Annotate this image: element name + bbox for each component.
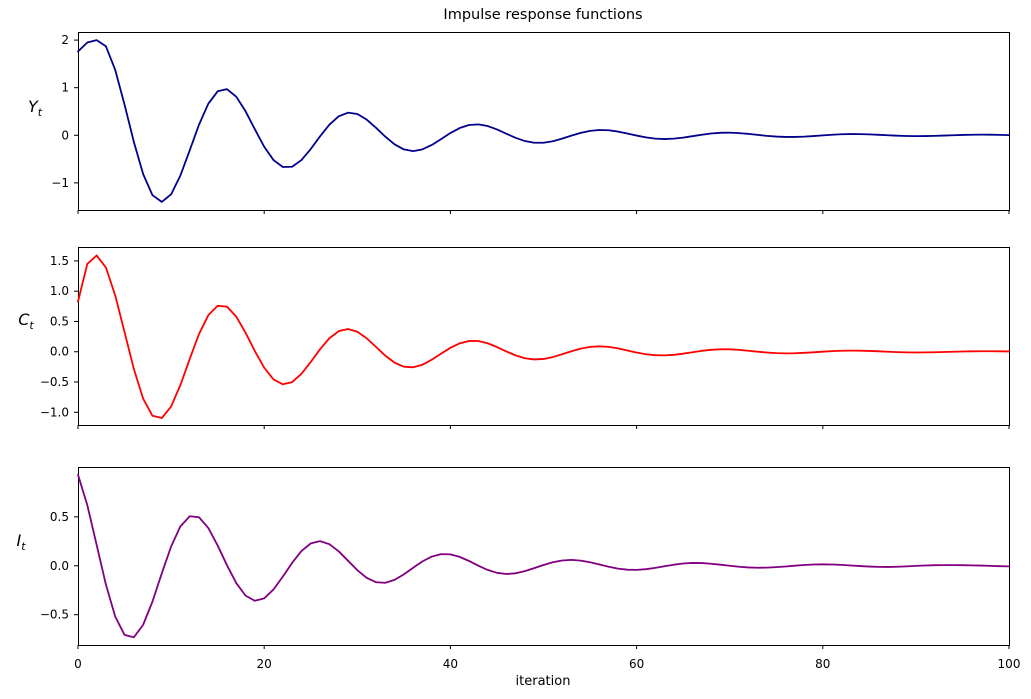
subplot-Y_t: 2 1 0 −1 [51, 32, 1010, 214]
y-tick-label: 1 [61, 81, 69, 95]
line-C_t [77, 254, 1010, 419]
axes-frame [78, 247, 1010, 426]
figure-title: Impulse response functions [443, 7, 643, 23]
y-axis-label-Ct-sub: t [29, 319, 34, 333]
axes-frame [78, 467, 1010, 646]
line-Y_t [77, 39, 1010, 203]
x-tick-label: 40 [443, 657, 458, 671]
y-axis-label-Yt: Yt [28, 97, 42, 119]
x-tick-label: 100 [998, 657, 1021, 671]
subplot-C_t: 1.5 1.0 0.5 0.0 −0.5 −1.0 [40, 247, 1010, 429]
y-tick-label: 1.0 [50, 284, 69, 298]
y-axis-label-It-sub: t [21, 540, 26, 554]
y-tick-label: 0.0 [50, 559, 69, 573]
y-axis-label-Ct-base: C [18, 309, 30, 329]
x-tick-label: 80 [815, 657, 830, 671]
y-tick-label: 1.5 [50, 254, 69, 268]
y-tick-label: 0.5 [50, 510, 69, 524]
y-tick-label: −0.5 [40, 375, 69, 389]
axes-frame [78, 32, 1010, 211]
y-tick-label: −1.0 [40, 405, 69, 419]
x-tick-label: 0 [74, 657, 82, 671]
y-tick-label: −1 [51, 176, 69, 190]
y-axis-label-It-base: I [16, 530, 22, 550]
y-axis-label-Yt-base: Y [27, 96, 38, 116]
y-axis-label-Ct: Ct [18, 310, 34, 332]
x-tick-label: 60 [629, 657, 644, 671]
y-tick-label: 2 [61, 33, 69, 47]
line-I_t [77, 473, 1010, 639]
y-tick-label: 0 [61, 128, 69, 142]
x-axis-label: iteration [515, 674, 571, 689]
y-tick-label: 0.0 [50, 345, 69, 359]
y-axis-label-It: It [16, 531, 25, 553]
y-tick-label: −0.5 [40, 608, 69, 622]
subplot-I_t: 0.5 0.0 −0.5 0 20 40 60 80 100 [40, 467, 1021, 671]
x-tick-label: 20 [257, 657, 272, 671]
y-tick-label: 0.5 [50, 314, 69, 328]
y-axis-label-Yt-sub: t [37, 106, 43, 120]
